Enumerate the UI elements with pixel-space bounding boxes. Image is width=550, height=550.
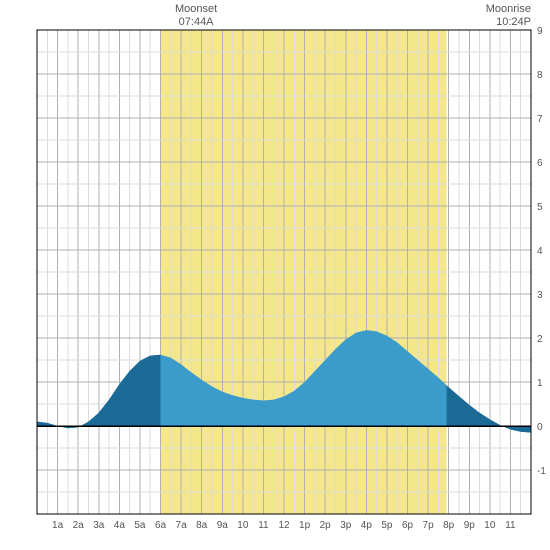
tide-chart: -101234567891a2a3a4a5a6a7a8a9a1011121p2p…: [0, 0, 550, 550]
svg-text:0: 0: [537, 422, 543, 433]
svg-text:6: 6: [537, 158, 543, 169]
svg-text:5: 5: [537, 202, 543, 213]
svg-text:3: 3: [537, 290, 543, 301]
svg-text:10:24P: 10:24P: [496, 16, 531, 28]
svg-text:11: 11: [258, 520, 269, 531]
svg-text:3a: 3a: [93, 520, 105, 531]
svg-text:10: 10: [484, 520, 496, 531]
svg-text:2: 2: [537, 334, 543, 345]
svg-text:4: 4: [537, 246, 543, 257]
svg-text:2a: 2a: [73, 520, 85, 531]
svg-text:1a: 1a: [52, 520, 64, 531]
svg-text:5a: 5a: [134, 520, 146, 531]
svg-text:11: 11: [505, 520, 516, 531]
svg-text:Moonset: Moonset: [175, 3, 217, 15]
svg-text:6p: 6p: [402, 520, 414, 531]
svg-text:-1: -1: [537, 466, 546, 477]
svg-text:3p: 3p: [340, 520, 352, 531]
svg-text:Moonrise: Moonrise: [486, 3, 531, 15]
svg-text:9p: 9p: [464, 520, 476, 531]
svg-text:7p: 7p: [423, 520, 435, 531]
svg-text:9a: 9a: [217, 520, 229, 531]
svg-text:2p: 2p: [320, 520, 332, 531]
svg-text:8p: 8p: [443, 520, 455, 531]
svg-text:07:44A: 07:44A: [179, 16, 215, 28]
svg-text:7a: 7a: [176, 520, 188, 531]
chart-svg: -101234567891a2a3a4a5a6a7a8a9a1011121p2p…: [0, 0, 550, 550]
svg-text:1: 1: [537, 378, 543, 389]
svg-text:5p: 5p: [381, 520, 393, 531]
svg-text:10: 10: [237, 520, 249, 531]
svg-text:1p: 1p: [299, 520, 311, 531]
svg-text:12: 12: [278, 520, 290, 531]
svg-text:7: 7: [537, 114, 543, 125]
svg-text:4a: 4a: [114, 520, 126, 531]
svg-text:9: 9: [537, 26, 543, 37]
svg-text:6a: 6a: [155, 520, 167, 531]
svg-text:8: 8: [537, 70, 543, 81]
svg-text:8a: 8a: [196, 520, 208, 531]
svg-text:4p: 4p: [361, 520, 373, 531]
